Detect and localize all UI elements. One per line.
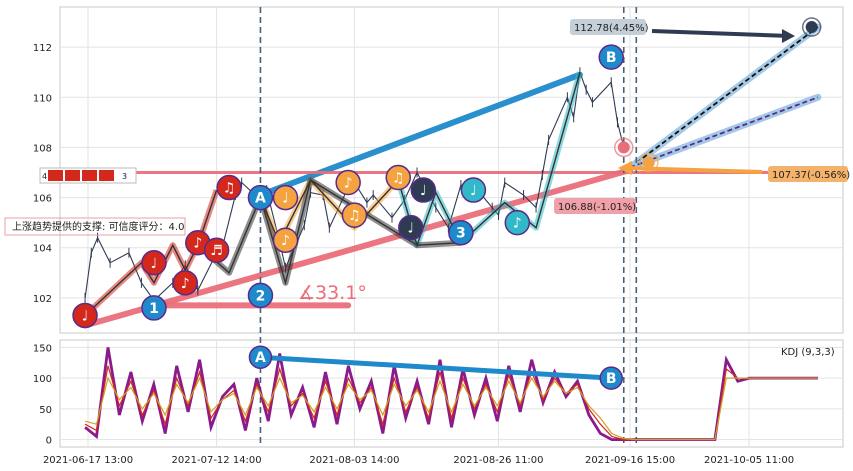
pattern-core xyxy=(197,178,461,286)
wave-marker-label: 3 xyxy=(456,226,466,242)
wave-marker-label: ♪ xyxy=(344,176,353,192)
wave-marker xyxy=(504,209,531,236)
indicator-trendline xyxy=(257,354,614,381)
wave-marker-label: 2 xyxy=(256,288,266,304)
indicator-marker-label: B xyxy=(606,371,617,387)
target-ring xyxy=(639,152,659,173)
angle-annotation: ∡33.1° xyxy=(298,282,367,304)
y-tick-label: 110 xyxy=(33,93,52,104)
target-mid-badge-bg xyxy=(768,166,848,182)
mini-badge-suffix: 3 xyxy=(122,172,127,181)
wave-marker-label: ♩ xyxy=(407,221,414,237)
x-tick-label: 2021-09-16 15:00 xyxy=(585,455,675,466)
wave-marker xyxy=(448,219,474,246)
kdj-legend: KDJ (9,3,3) xyxy=(781,347,835,358)
y-tick-label: 106 xyxy=(33,194,52,205)
target-dot xyxy=(805,21,818,34)
target-ring xyxy=(614,137,634,158)
wave-marker xyxy=(72,302,98,329)
mini-badge-prefix: 4 xyxy=(42,172,47,181)
wave-marker-label: ♩ xyxy=(470,183,477,199)
wave-marker xyxy=(247,184,274,211)
y-tick-label: 150 xyxy=(33,343,52,354)
y-tick-label: 108 xyxy=(33,143,52,154)
projection-dash xyxy=(629,96,819,169)
wave-marker-label: ♫ xyxy=(392,171,405,187)
wave-marker xyxy=(460,177,487,203)
target-mid-badge: 107.37(-0.56%) xyxy=(772,170,850,181)
wave-marker-label: ♩ xyxy=(151,256,158,272)
arrow-head xyxy=(782,29,795,43)
wave-marker xyxy=(216,174,242,201)
x-tick-label: 2021-08-03 14:00 xyxy=(309,455,399,466)
wave-marker-label: B xyxy=(606,50,617,66)
wave-marker xyxy=(341,202,368,228)
wave-marker-label: ♫ xyxy=(348,208,361,224)
x-tick-label: 2021-07-12 14:00 xyxy=(172,455,262,466)
arrow-head xyxy=(618,161,632,175)
indicator-marker xyxy=(248,345,273,369)
wave-marker xyxy=(172,270,199,296)
wave-marker xyxy=(335,169,361,196)
indicator-marker-label: A xyxy=(255,350,266,366)
target-dot xyxy=(642,156,655,169)
wave-marker-label: ♪ xyxy=(513,216,522,232)
wave-marker xyxy=(141,295,167,321)
y-tick-label: 50 xyxy=(39,405,52,416)
wave-marker-label: ♬ xyxy=(210,243,223,259)
target-low-badge: 106.88(-1.01%) xyxy=(558,202,636,213)
target-ring xyxy=(801,17,822,37)
wave-marker xyxy=(398,214,424,241)
support-label: 上涨趋势提供的支撑: 可信度评分：4.0 xyxy=(12,220,184,233)
trendline-resistance xyxy=(257,71,583,199)
wave-marker-label: ♪ xyxy=(181,276,190,292)
x-tick-label: 2021-06-17 13:00 xyxy=(43,455,133,466)
wave-marker-label: 1 xyxy=(149,301,159,317)
y-tick-label: 104 xyxy=(33,244,52,255)
wave-marker-label: ♩ xyxy=(82,308,89,324)
mini-badge-chip xyxy=(99,170,114,181)
mini-badge-chip xyxy=(65,170,80,181)
y-tick-label: 0 xyxy=(46,436,52,447)
x-tick-label: 2021-08-26 11:00 xyxy=(453,455,543,466)
target-high-badge: 112.78(4.45%) xyxy=(574,23,649,34)
y-tick-label: 100 xyxy=(33,374,52,385)
wave-marker xyxy=(272,184,299,211)
wave-marker-label: ♩ xyxy=(420,183,427,199)
arrow-high xyxy=(651,29,791,38)
wave-marker xyxy=(385,164,412,191)
wave-marker-label: ♪ xyxy=(193,236,202,252)
wave-marker xyxy=(247,282,274,309)
target-low-badge-bg xyxy=(554,198,636,214)
indicator-marker xyxy=(599,366,623,390)
kdj-D-line xyxy=(84,376,818,441)
arrow-mid xyxy=(627,166,763,174)
projection-dash xyxy=(629,26,819,169)
indicator-panel xyxy=(59,339,844,448)
wave-marker xyxy=(272,227,299,253)
wave-marker-label: ♪ xyxy=(281,233,290,249)
support-label-box xyxy=(4,217,186,236)
wave-marker-label: ♩ xyxy=(282,191,289,207)
wave-marker xyxy=(598,44,624,70)
target-dot xyxy=(617,141,630,154)
wave-marker xyxy=(141,250,167,276)
wave-marker xyxy=(203,237,230,263)
y-tick-label: 102 xyxy=(33,294,52,305)
wave-marker-label: ♫ xyxy=(223,181,236,197)
trendline-support xyxy=(82,167,634,329)
target-high-badge-bg xyxy=(570,19,646,35)
y-tick-label: 112 xyxy=(33,43,52,54)
wave-marker xyxy=(410,177,437,203)
x-tick-label: 2021-10-05 11:00 xyxy=(704,455,794,466)
mini-badge-chip xyxy=(48,170,63,181)
mini-badge-chip xyxy=(82,170,97,181)
wave-marker-label: A xyxy=(255,191,266,207)
